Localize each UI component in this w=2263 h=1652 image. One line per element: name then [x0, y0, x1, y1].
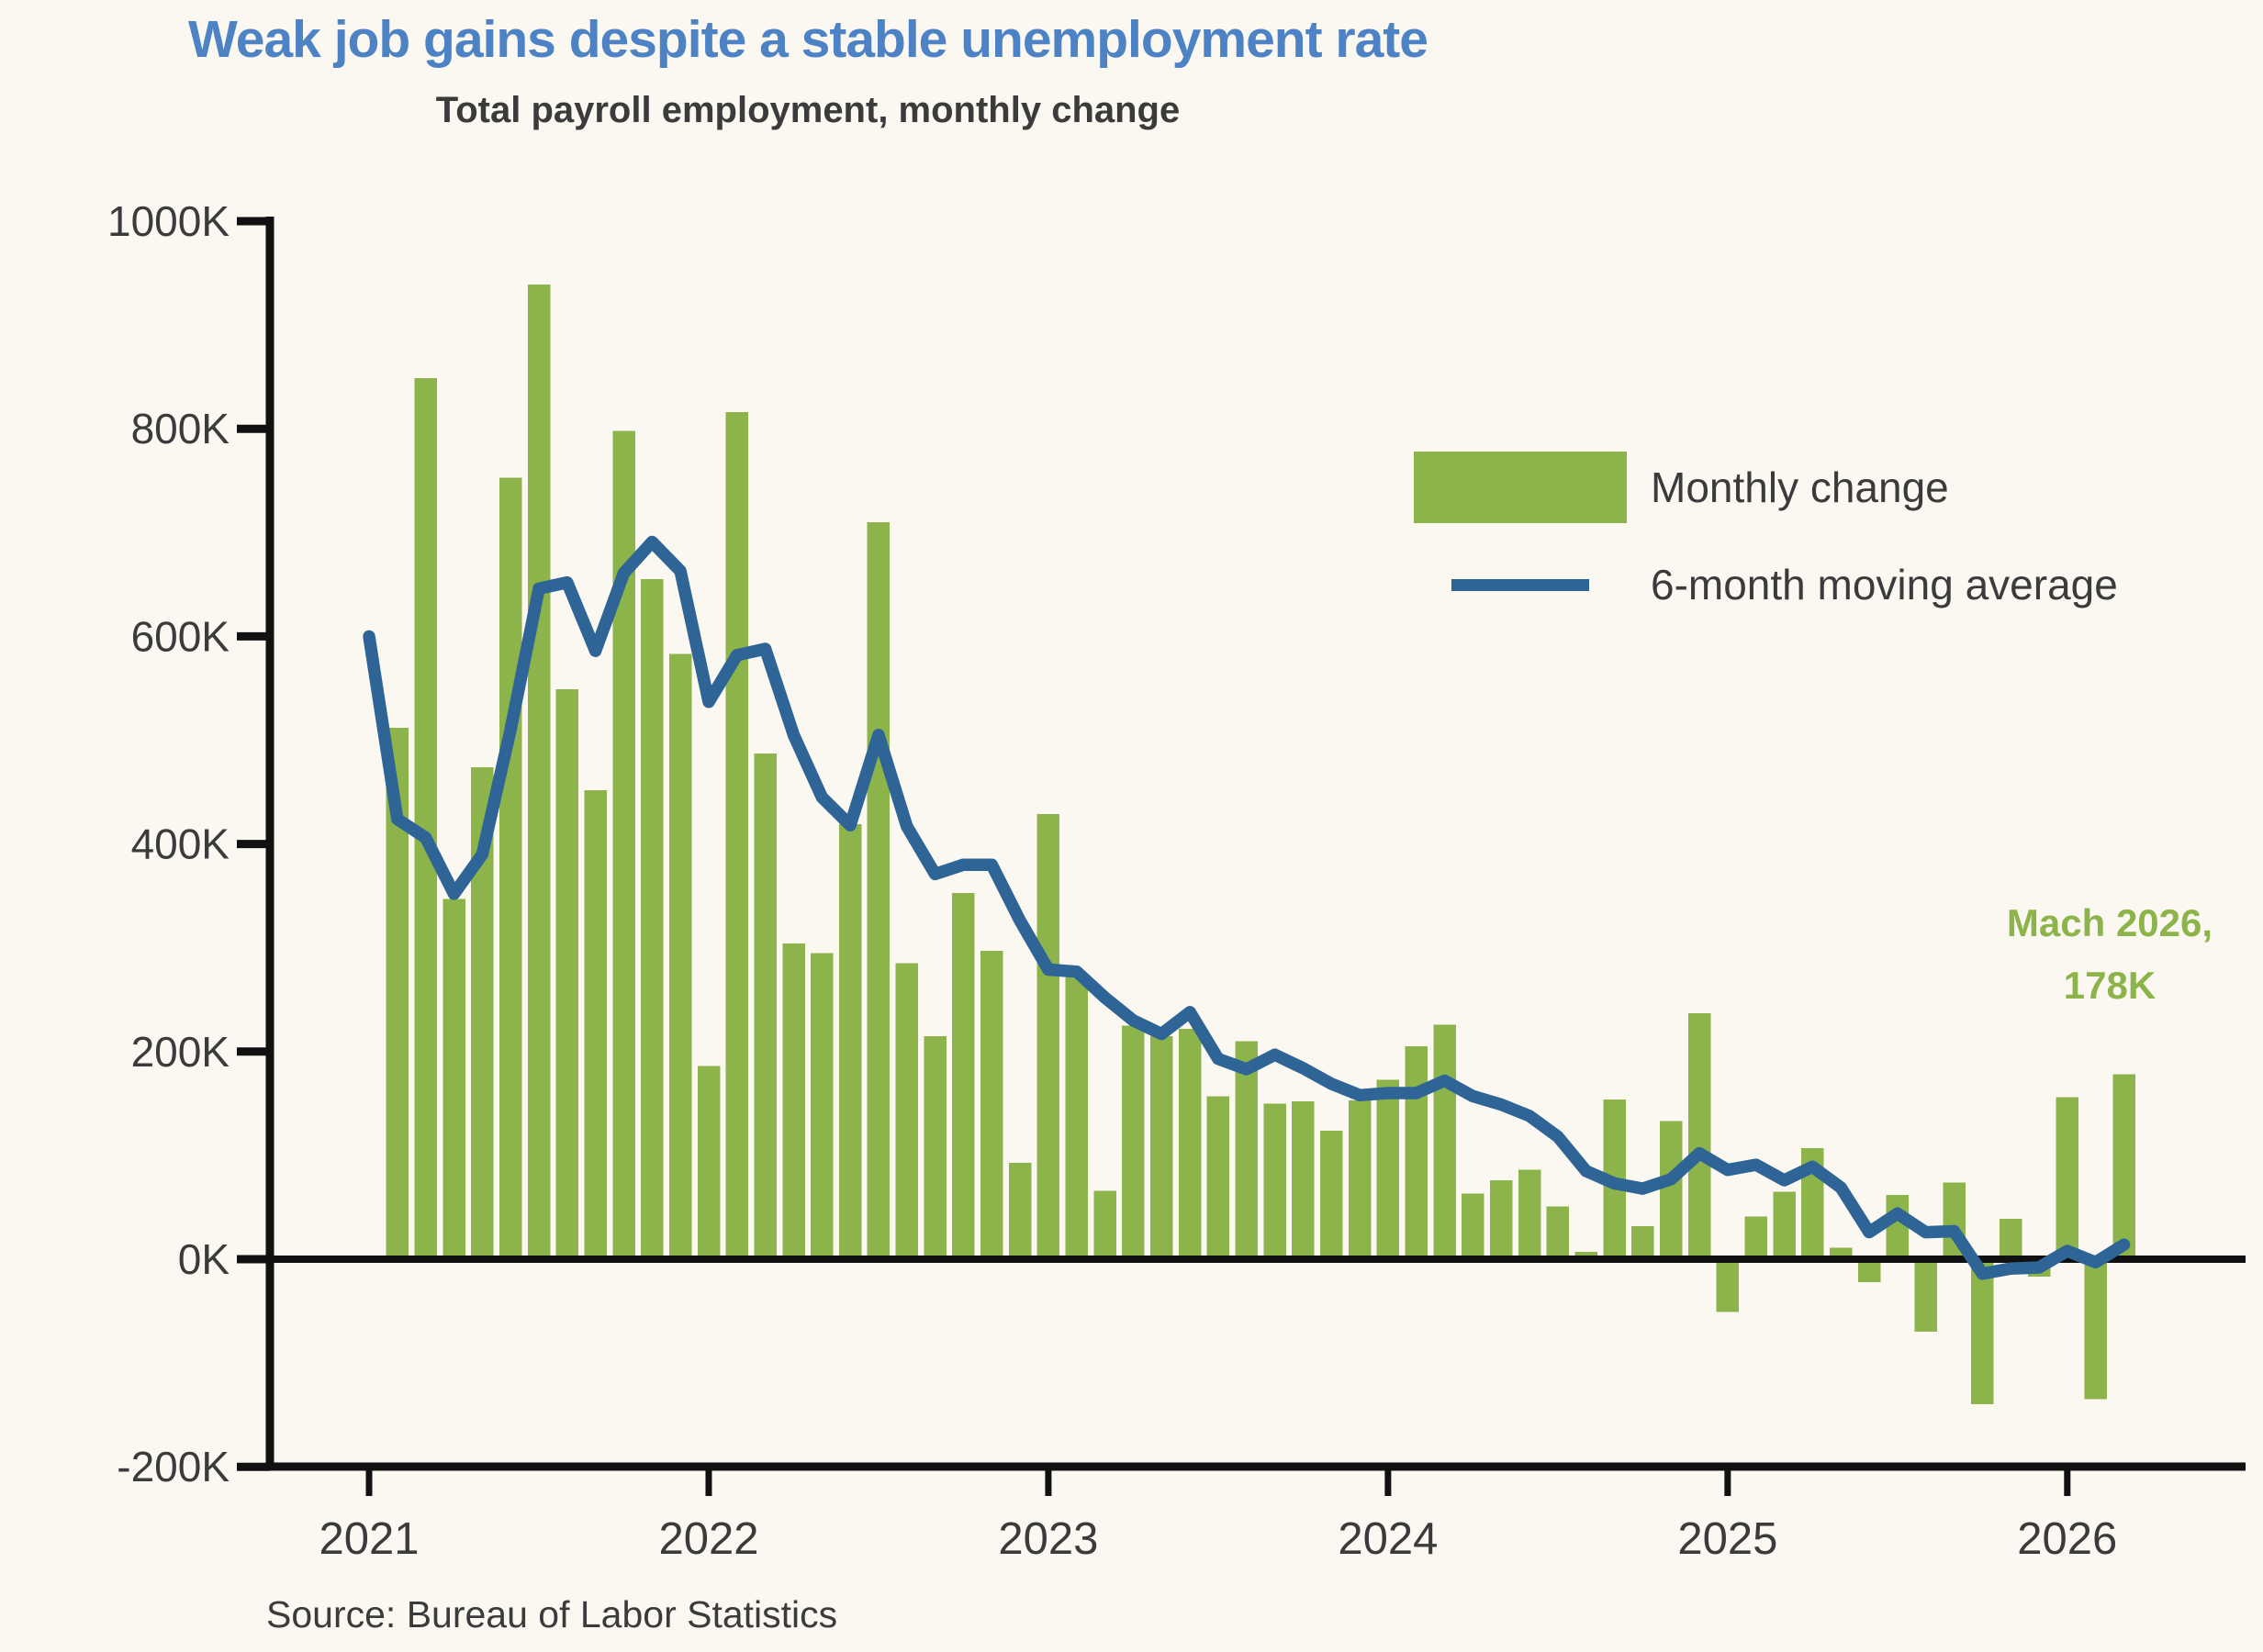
- bar-jul-2023: [1206, 1096, 1230, 1259]
- moving-average-line: [363, 535, 2131, 1280]
- bar-jan-2024: [1376, 1079, 1400, 1259]
- bar-may-2022: [811, 953, 834, 1259]
- x-tick-label-2023: 2023: [998, 1514, 1098, 1564]
- bar-mar-2026: [2112, 1074, 2135, 1259]
- bar-oct-2022: [952, 892, 975, 1259]
- page-title: Weak job gains despite a stable unemploy…: [187, 10, 1428, 69]
- bar-may-2024: [1490, 1180, 1513, 1259]
- bar-mar-2022: [754, 753, 777, 1259]
- legend-item-moving-average: 6-month moving average: [1414, 560, 2240, 609]
- annotation-line-1: Mach 2026,: [2006, 901, 2213, 944]
- bar-sep-2023: [1263, 1103, 1286, 1259]
- bar-feb-2022: [725, 412, 749, 1260]
- bar-dec-2024: [1687, 1013, 1711, 1259]
- bar-jul-2024: [1546, 1206, 1570, 1259]
- x-tick-label-2025: 2025: [1677, 1514, 1777, 1564]
- y-tick-label-800k: 800K: [131, 405, 230, 452]
- bar-may-2023: [1150, 1035, 1173, 1259]
- bar-apr-2023: [1122, 1025, 1145, 1259]
- bar-mar-2024: [1433, 1024, 1456, 1259]
- y-tick-label-600k: 600K: [131, 612, 230, 660]
- monthly-change-swatch-icon: [1414, 452, 1627, 523]
- bar-aug-2022: [895, 963, 919, 1259]
- bar-jul-2022: [867, 522, 891, 1259]
- bar-aug-2023: [1235, 1041, 1258, 1259]
- legend: Monthly change 6-month moving average: [1414, 452, 2240, 641]
- legend-label-moving-average: 6-month moving average: [1651, 561, 2118, 608]
- source-note: Source: Bureau of Labor Statistics: [266, 1593, 838, 1635]
- bar-oct-2025: [1971, 1260, 1994, 1405]
- bar-jul-2021: [527, 285, 551, 1259]
- bar-jul-2025: [1886, 1194, 1910, 1259]
- bar-nov-2024: [1660, 1121, 1683, 1259]
- bar-dec-2023: [1348, 1100, 1372, 1259]
- bar-sep-2021: [584, 789, 607, 1259]
- bar-nov-2023: [1320, 1130, 1343, 1259]
- bar-apr-2022: [782, 943, 805, 1259]
- bar-dec-2022: [1008, 1162, 1032, 1259]
- bar-jun-2022: [838, 824, 862, 1259]
- bar-apr-2024: [1462, 1193, 1484, 1259]
- x-tick-label-2022: 2022: [658, 1514, 758, 1564]
- x-tick-label-2026: 2026: [2017, 1514, 2117, 1564]
- y-tick-label-1000k: 1000K: [107, 197, 230, 245]
- y-tick-label-200k: 200K: [131, 1028, 230, 1076]
- bar-jun-2021: [499, 477, 522, 1259]
- chart-subtitle: Total payroll employment, monthly change: [435, 90, 1181, 130]
- y-tick-label-400k: 400K: [131, 820, 230, 868]
- latest-value-annotation: Mach 2026, 178K: [1955, 892, 2263, 1017]
- bar-feb-2026: [2084, 1260, 2107, 1400]
- bar-oct-2024: [1631, 1225, 1654, 1259]
- bar-aug-2025: [1914, 1260, 1937, 1332]
- bar-jan-2023: [1036, 813, 1060, 1259]
- bar-jun-2024: [1518, 1169, 1541, 1259]
- bar-apr-2021: [443, 899, 465, 1259]
- bar-sep-2022: [924, 1035, 947, 1259]
- bar-nov-2025: [1999, 1218, 2022, 1259]
- bar-jun-2025: [1857, 1260, 1881, 1282]
- bar-jan-2025: [1716, 1260, 1740, 1312]
- y-tick-label--200k: -200K: [117, 1443, 230, 1490]
- bar-aug-2021: [555, 689, 579, 1259]
- annotation-line-2: 178K: [2063, 964, 2157, 1007]
- bar-mar-2021: [414, 377, 437, 1259]
- bar-nov-2021: [641, 579, 664, 1259]
- bar-feb-2024: [1405, 1046, 1428, 1259]
- bar-mar-2023: [1093, 1190, 1116, 1259]
- bar-feb-2025: [1744, 1216, 1767, 1259]
- legend-label-monthly-change: Monthly change: [1651, 463, 1949, 511]
- bar-dec-2021: [668, 653, 692, 1259]
- legend-item-monthly-change: Monthly change: [1414, 452, 2240, 523]
- x-tick-label-2024: 2024: [1338, 1514, 1438, 1564]
- bar-oct-2023: [1292, 1101, 1315, 1259]
- bar-jan-2022: [697, 1066, 721, 1259]
- y-tick-label-0k: 0K: [178, 1235, 230, 1283]
- bar-nov-2022: [980, 951, 1003, 1259]
- bar-mar-2025: [1773, 1191, 1796, 1259]
- x-tick-label-2021: 2021: [319, 1514, 419, 1564]
- bar-jun-2023: [1178, 1028, 1202, 1259]
- bar-feb-2023: [1065, 977, 1088, 1259]
- moving-average-swatch-icon: [1451, 578, 1589, 591]
- bar-jan-2026: [2056, 1097, 2079, 1259]
